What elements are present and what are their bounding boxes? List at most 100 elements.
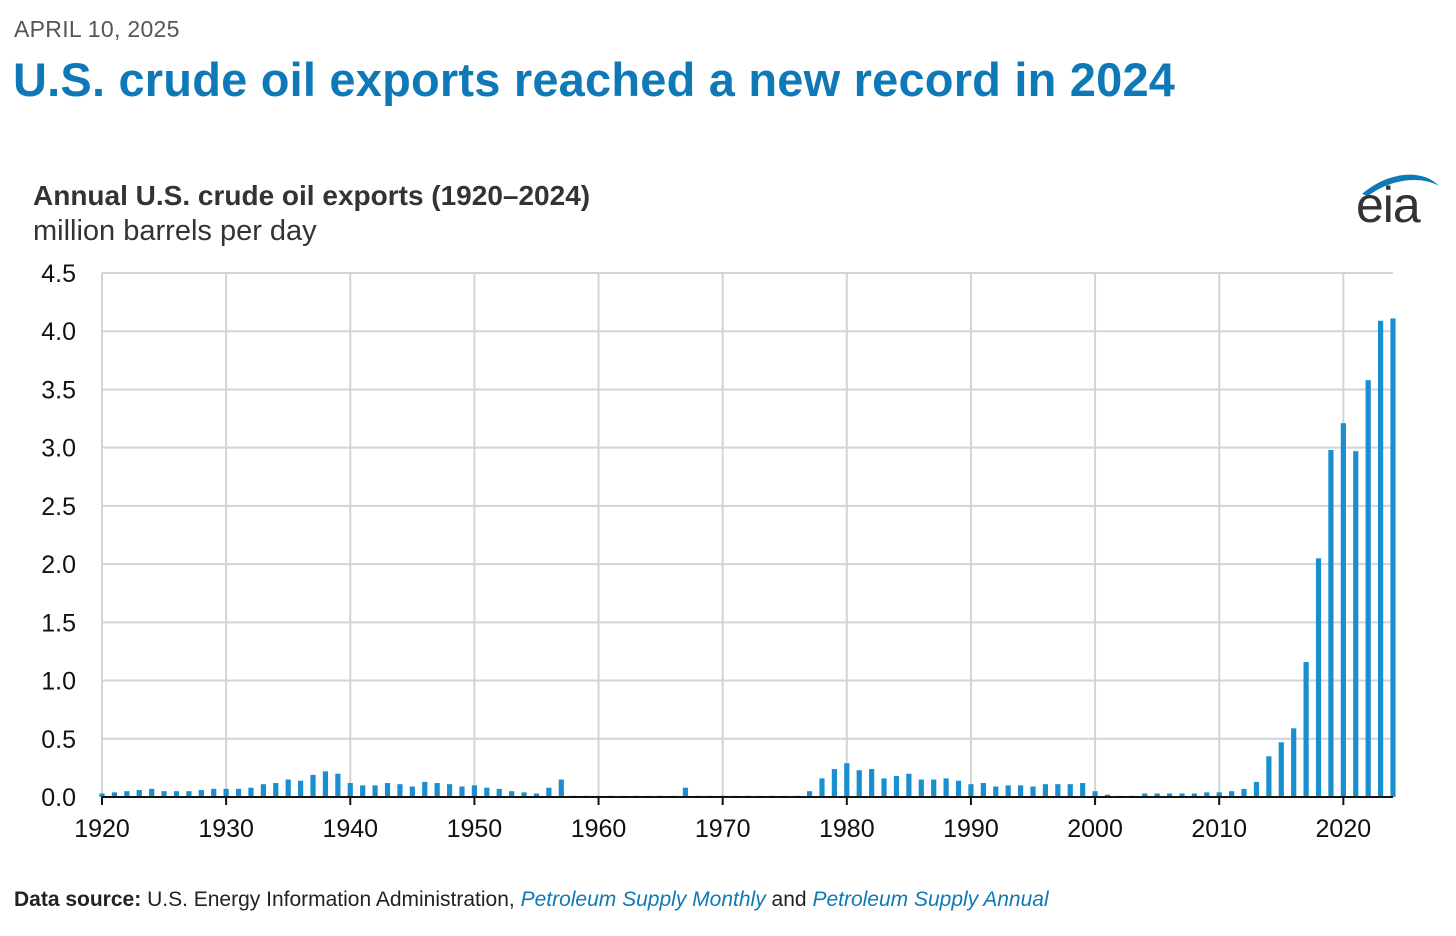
x-tick-label: 1920	[74, 815, 130, 843]
bar-1944	[397, 784, 403, 797]
x-tick-label: 1940	[322, 815, 378, 843]
bar-1953	[509, 791, 515, 797]
bar-1957	[558, 779, 564, 797]
x-tick-label: 1980	[819, 815, 875, 843]
bar-2014	[1266, 756, 1272, 797]
y-tick-label: 0.5	[41, 726, 76, 754]
bar-2013	[1253, 781, 1260, 797]
bar-2010	[1216, 792, 1222, 797]
chart-units: million barrels per day	[33, 215, 317, 247]
bar-1996	[1042, 784, 1049, 797]
bar-2023	[1377, 320, 1384, 797]
y-tick-label: 2.0	[41, 551, 76, 579]
bar-2012	[1241, 788, 1247, 797]
bar-1939	[335, 773, 341, 797]
bar-1941	[360, 785, 366, 797]
gridlines	[101, 272, 1393, 805]
x-tick-label: 2000	[1067, 815, 1123, 843]
x-tick-label: 2010	[1191, 815, 1247, 843]
data-source-link-psa[interactable]: Petroleum Supply Annual	[812, 888, 1049, 911]
bar-1947	[434, 783, 440, 797]
bar-1922	[124, 791, 130, 797]
bar-1999	[1080, 783, 1086, 797]
bar-1979	[831, 769, 837, 797]
publication-date: APRIL 10, 2025	[14, 16, 180, 42]
eia-swoosh-icon	[1362, 174, 1439, 196]
bar-1988	[943, 778, 949, 797]
data-source-label: Data source:	[14, 888, 142, 911]
bar-2016	[1291, 728, 1297, 797]
bar-1990	[968, 784, 974, 797]
bar-1921	[111, 792, 118, 797]
bar-1934	[273, 783, 279, 797]
bar-1983	[881, 778, 887, 797]
bar-2017	[1303, 661, 1309, 797]
bar-1998	[1067, 784, 1073, 797]
bar-1956	[546, 787, 552, 797]
eia-logo: eia	[1352, 164, 1442, 233]
bar-1955	[533, 793, 540, 797]
bar-1945	[409, 786, 415, 797]
bar-2019	[1328, 449, 1334, 797]
bar-1994	[1017, 785, 1024, 797]
bar-1952	[496, 788, 502, 797]
y-tick-label: 2.5	[41, 493, 76, 521]
data-source-link-psm[interactable]: Petroleum Supply Monthly	[520, 888, 766, 911]
y-tick-label: 3.5	[41, 376, 76, 404]
bar-1931	[235, 788, 242, 797]
y-axis-tick-labels: 0.0 0.5 1.0 1.5 2.0 2.5 3.0 3.5 4.0 4.5	[41, 260, 76, 812]
chart-title: Annual U.S. crude oil exports (1920–2024…	[33, 180, 591, 211]
bar-1967	[682, 787, 689, 797]
bar-1951	[484, 787, 490, 797]
y-tick-label: 1.5	[41, 609, 76, 637]
bar-1943	[384, 783, 391, 797]
x-axis-tick-labels: 1920 1930 1940 1950 1960 1970 1980 1990 2000 2010…	[74, 815, 1371, 843]
y-tick-label: 3.0	[41, 435, 76, 463]
eia-logo-text: eia	[1356, 177, 1421, 233]
bar-2007	[1179, 793, 1185, 797]
bar-1940	[347, 783, 353, 797]
bar-2001	[1104, 794, 1111, 797]
bar-1929	[211, 788, 217, 797]
bar-1920	[99, 793, 105, 797]
bar-1948	[446, 784, 453, 797]
x-tick-label: 2020	[1316, 815, 1372, 843]
bar-2006	[1166, 793, 1173, 797]
bar-1946	[422, 781, 428, 797]
bar-1980	[844, 763, 850, 797]
bar-1949	[459, 786, 465, 797]
bar-1977	[806, 791, 813, 797]
bars	[99, 318, 1396, 797]
bar-2024	[1390, 318, 1396, 797]
bar-2000	[1092, 791, 1098, 797]
bar-1987	[931, 779, 937, 797]
bar-1924	[149, 788, 155, 797]
data-source-and: and	[771, 888, 807, 911]
data-source-org: U.S. Energy Information Administration,	[147, 888, 515, 911]
bar-1954	[521, 792, 527, 797]
bar-2005	[1154, 793, 1160, 797]
bar-1936	[298, 780, 304, 797]
bar-1930	[223, 788, 229, 797]
bar-1938	[322, 771, 329, 797]
bar-1995	[1030, 786, 1036, 797]
y-tick-label: 4.0	[41, 318, 76, 346]
bar-1989	[955, 780, 962, 797]
bar-1997	[1055, 784, 1061, 797]
bar-1985	[906, 773, 912, 797]
bar-1993	[1005, 785, 1011, 797]
bar-2011	[1229, 791, 1235, 797]
bar-2021	[1353, 451, 1359, 797]
bar-1991	[980, 783, 986, 797]
bar-1992	[993, 786, 999, 797]
bar-1933	[260, 784, 266, 797]
bar-1932	[248, 787, 254, 797]
bar-1925	[161, 791, 167, 797]
bar-1950	[471, 785, 478, 797]
data-source-note: Data source: U.S. Energy Information Adm…	[14, 888, 1049, 912]
bar-1942	[372, 785, 378, 797]
x-tick-label: 1960	[571, 815, 627, 843]
bar-1926	[173, 791, 180, 797]
bar-2004	[1142, 793, 1148, 797]
